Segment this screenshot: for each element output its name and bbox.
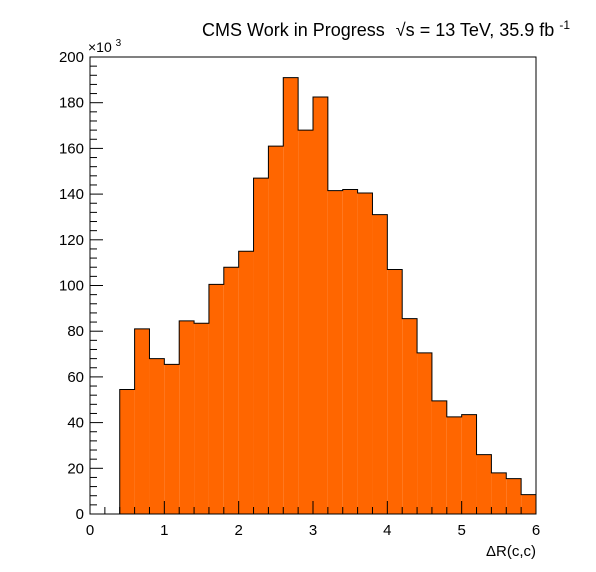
y-tick-label: 60 [67, 369, 84, 386]
histogram-bar [298, 130, 313, 514]
histogram-bar [342, 189, 358, 514]
histogram-bar [208, 284, 224, 514]
histogram-bar [134, 328, 150, 514]
x-axis-ticks: 0 1 2 3 4 5 6 [86, 501, 540, 539]
histogram-bar [446, 416, 462, 514]
histogram-bars [119, 77, 536, 515]
x-tick-label: 6 [532, 522, 540, 539]
y-tick-label: 100 [59, 278, 84, 295]
histogram-bar [476, 454, 492, 514]
y-tick-label: 0 [76, 506, 84, 523]
y-tick-label: 200 [59, 49, 84, 66]
x-tick-label: 3 [309, 522, 317, 539]
histogram-bar [194, 323, 209, 514]
histogram-bar [417, 352, 432, 514]
y-multiplier-exponent: 3 [116, 38, 122, 49]
y-tick-label: 40 [67, 415, 84, 432]
y-multiplier-base: ×10 [88, 39, 112, 55]
y-tick-label: 80 [67, 323, 84, 340]
histogram-bar [372, 214, 388, 515]
histogram-bar [461, 414, 477, 514]
histogram-bar [164, 364, 180, 514]
histogram-bar [327, 190, 343, 515]
histogram-bar [521, 494, 536, 514]
histogram-bar [238, 251, 254, 514]
y-tick-label: 140 [59, 186, 84, 203]
histogram-bar [149, 358, 165, 514]
histogram-bar [402, 318, 418, 514]
histogram-bar [431, 400, 447, 514]
y-tick-label: 160 [59, 140, 84, 157]
x-tick-label: 5 [457, 522, 465, 539]
y-axis-ticks: 0 20 40 60 80 100 120 140 160 180 200 [59, 49, 103, 523]
histogram-bar [313, 96, 328, 515]
histogram-bar [506, 478, 522, 514]
histogram-bar [253, 178, 269, 515]
title-prefix: CMS Work in Progress [202, 20, 385, 40]
histogram-bar [268, 146, 284, 515]
x-tick-label: 2 [234, 522, 242, 539]
histogram-bar [283, 77, 299, 514]
y-tick-label: 120 [59, 232, 84, 249]
histogram-outline [119, 77, 537, 514]
x-tick-label: 1 [160, 522, 168, 539]
title-sqrt-s: √s [396, 20, 415, 40]
y-tick-label: 20 [67, 460, 84, 477]
histogram-bar [491, 472, 507, 514]
histogram-bar [119, 389, 135, 514]
histogram-bar [387, 269, 403, 514]
histogram-bar [179, 320, 195, 514]
title-superscript: -1 [559, 18, 570, 32]
x-axis-label: ΔR(c,c) [486, 543, 536, 560]
y-tick-label: 180 [59, 95, 84, 112]
histogram-bar [357, 192, 373, 514]
y-axis-multiplier: ×10 3 [88, 38, 122, 55]
x-tick-label: 4 [383, 522, 391, 539]
chart-title: CMS Work in Progress √s = 13 TeV, 35.9 f… [202, 18, 570, 40]
title-suffix: = 13 TeV, 35.9 fb [420, 20, 555, 40]
x-tick-label: 0 [86, 522, 94, 539]
histogram-bar [223, 267, 239, 514]
